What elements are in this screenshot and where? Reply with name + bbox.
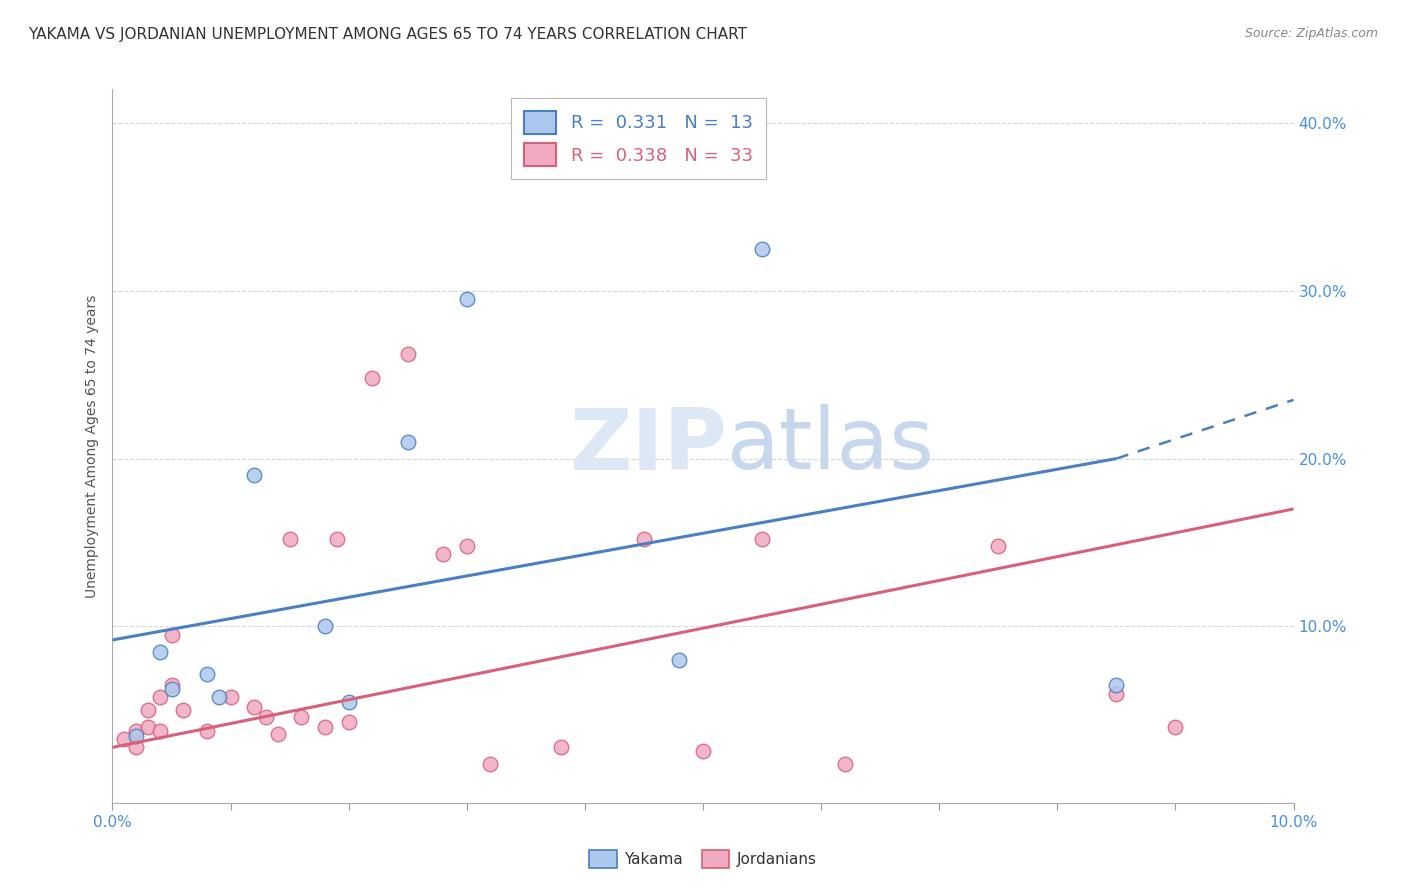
- Point: [160, 628, 183, 642]
- Point: [219, 690, 242, 704]
- Point: [456, 292, 478, 306]
- Point: [479, 757, 502, 772]
- Point: [172, 703, 194, 717]
- Text: YAKAMA VS JORDANIAN UNEMPLOYMENT AMONG AGES 65 TO 74 YEARS CORRELATION CHART: YAKAMA VS JORDANIAN UNEMPLOYMENT AMONG A…: [28, 27, 747, 42]
- Point: [751, 532, 773, 546]
- Point: [149, 690, 172, 704]
- Point: [278, 532, 301, 546]
- Point: [112, 731, 135, 746]
- Point: [195, 723, 218, 738]
- Point: [633, 532, 655, 546]
- Point: [136, 720, 159, 734]
- Text: ZIP: ZIP: [569, 404, 727, 488]
- Point: [125, 723, 148, 738]
- Point: [314, 720, 336, 734]
- Text: Source: ZipAtlas.com: Source: ZipAtlas.com: [1244, 27, 1378, 40]
- Y-axis label: Unemployment Among Ages 65 to 74 years: Unemployment Among Ages 65 to 74 years: [84, 294, 98, 598]
- Point: [337, 695, 360, 709]
- Legend: R =  0.331   N =  13, R =  0.338   N =  33: R = 0.331 N = 13, R = 0.338 N = 33: [512, 98, 766, 179]
- Point: [160, 681, 183, 696]
- Point: [125, 740, 148, 755]
- Point: [314, 619, 336, 633]
- Point: [243, 700, 266, 714]
- Point: [987, 539, 1010, 553]
- Point: [456, 539, 478, 553]
- Point: [160, 678, 183, 692]
- Point: [208, 690, 231, 704]
- Point: [1105, 678, 1128, 692]
- Point: [751, 242, 773, 256]
- Point: [149, 723, 172, 738]
- Point: [1164, 720, 1187, 734]
- Text: atlas: atlas: [727, 404, 935, 488]
- Point: [396, 434, 419, 449]
- Point: [834, 757, 856, 772]
- Point: [149, 645, 172, 659]
- Point: [136, 703, 159, 717]
- Point: [125, 729, 148, 743]
- Point: [432, 547, 454, 561]
- Point: [337, 715, 360, 730]
- Point: [267, 727, 290, 741]
- Point: [254, 710, 277, 724]
- Point: [668, 653, 690, 667]
- Legend: Yakama, Jordanians: Yakama, Jordanians: [582, 843, 824, 875]
- Point: [692, 744, 714, 758]
- Point: [243, 468, 266, 483]
- Point: [361, 371, 384, 385]
- Point: [326, 532, 349, 546]
- Point: [1105, 687, 1128, 701]
- Point: [290, 710, 312, 724]
- Point: [396, 347, 419, 361]
- Point: [195, 666, 218, 681]
- Point: [550, 740, 572, 755]
